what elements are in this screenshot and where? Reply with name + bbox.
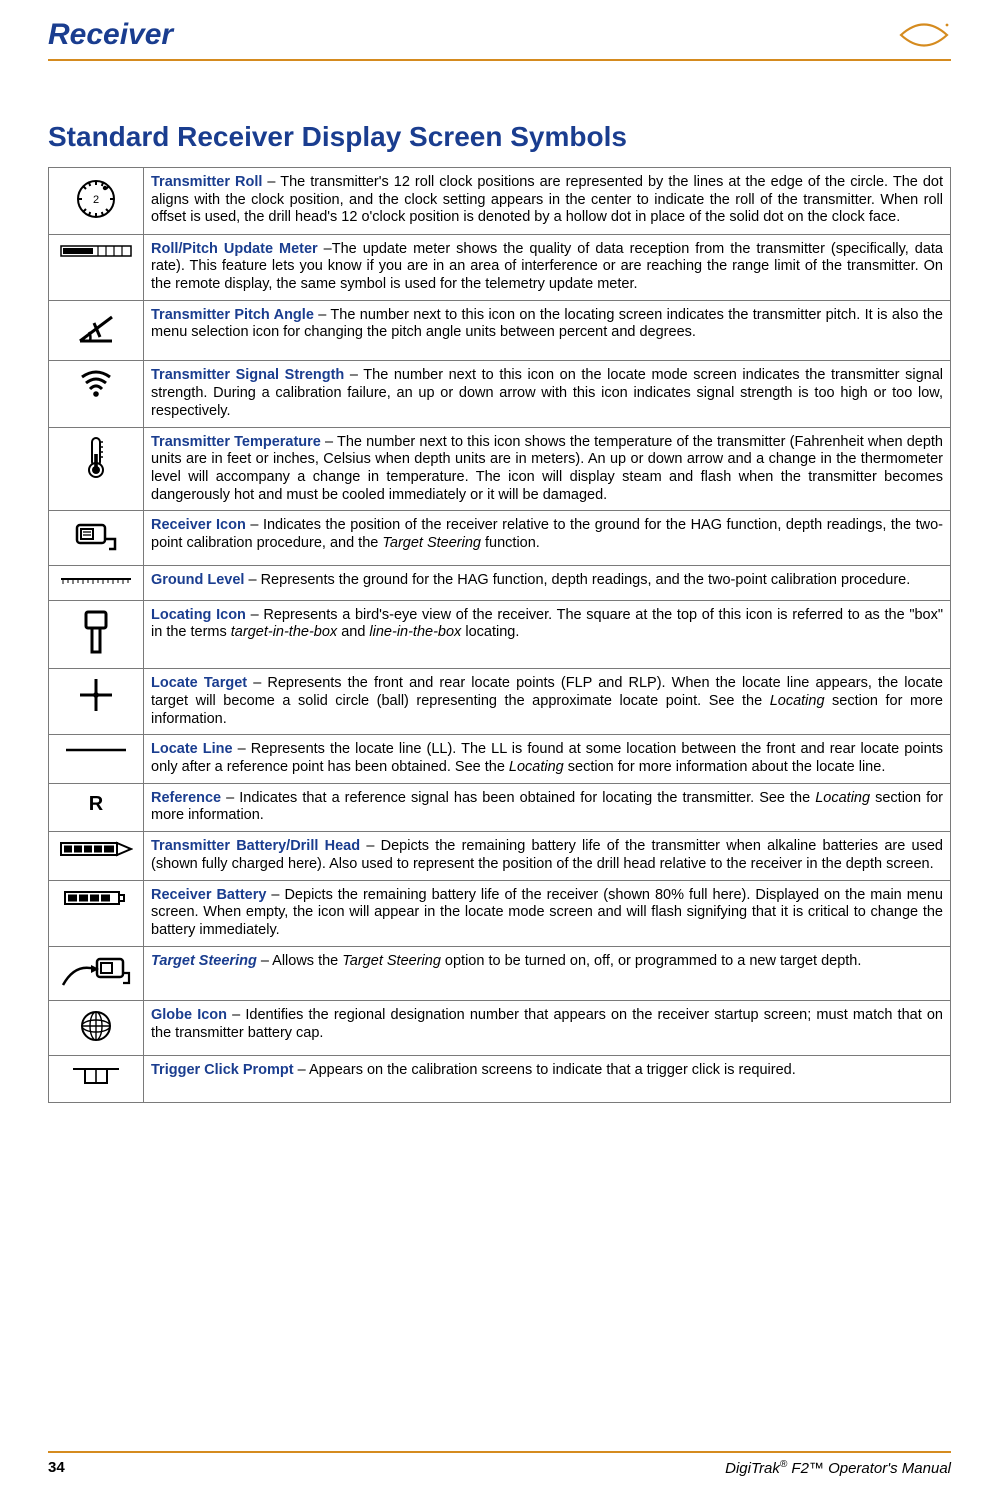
desc: – Indicates the position of the receiver…: [151, 517, 943, 551]
term: Transmitter Signal Strength: [151, 367, 344, 383]
table-row: Reference – Indicates that a reference s…: [144, 783, 951, 831]
dci-logo: [897, 20, 951, 55]
target-steering-icon: [49, 946, 144, 1001]
receiver-battery-icon: [49, 880, 144, 946]
desc-ital: target-in-the-box: [231, 624, 337, 640]
term: Trigger Click Prompt: [151, 1062, 294, 1078]
desc: – Depicts the remaining battery life of …: [151, 887, 943, 938]
term: Locate Line: [151, 741, 233, 757]
term: Transmitter Battery/Drill Head: [151, 838, 360, 854]
page-number: 34: [48, 1459, 65, 1477]
table-row: Receiver Icon – Indicates the position o…: [144, 511, 951, 566]
desc-ital: Locating: [509, 759, 564, 775]
table-row: Locate Target – Represents the front and…: [144, 669, 951, 735]
desc: option to be turned on, off, or programm…: [441, 953, 862, 969]
desc: – Identifies the regional designation nu…: [151, 1007, 943, 1041]
desc-ital: Locating: [770, 693, 825, 709]
locate-line-icon: [49, 735, 144, 783]
table-row: Roll/Pitch Update Meter –The update mete…: [144, 234, 951, 300]
page-title: Receiver: [48, 18, 173, 52]
globe-icon: [49, 1001, 144, 1056]
desc: – Indicates that a reference signal has …: [221, 790, 815, 806]
symbols-table: 2 Transmitter Roll – The transmitter's 1…: [48, 167, 951, 1103]
desc: function.: [481, 535, 540, 551]
desc-ital: line-in-the-box: [369, 624, 461, 640]
svg-text:2: 2: [93, 194, 99, 206]
signal-strength-icon: [49, 361, 144, 427]
thermometer-icon: [49, 427, 144, 511]
ground-level-icon: [49, 565, 144, 600]
term: Receiver Battery: [151, 887, 266, 903]
term: Locate Target: [151, 675, 247, 691]
term: Roll/Pitch Update Meter: [151, 241, 318, 257]
table-row: Locate Line – Represents the locate line…: [144, 735, 951, 783]
roll-clock-icon: 2: [49, 168, 144, 235]
table-row: Transmitter Pitch Angle – The number nex…: [144, 300, 951, 361]
desc: – Allows the: [257, 953, 342, 969]
locating-icon: [49, 600, 144, 669]
table-row: Transmitter Battery/Drill Head – Depicts…: [144, 832, 951, 880]
pitch-angle-icon: [49, 300, 144, 361]
term: Receiver Icon: [151, 517, 246, 533]
desc: – Represents the ground for the HAG func…: [244, 572, 910, 588]
desc: and: [337, 624, 369, 640]
reference-icon: R: [49, 783, 144, 831]
term: Target Steering: [151, 953, 257, 969]
desc: – The transmitter's 12 roll clock positi…: [151, 174, 943, 225]
locate-target-icon: [49, 669, 144, 735]
table-row: Locating Icon – Represents a bird's-eye …: [144, 600, 951, 669]
table-row: Target Steering – Allows the Target Stee…: [144, 946, 951, 1001]
table-row: Receiver Battery – Depicts the remaining…: [144, 880, 951, 946]
desc: locating.: [461, 624, 519, 640]
table-row: Trigger Click Prompt – Appears on the ca…: [144, 1055, 951, 1102]
table-row: Ground Level – Represents the ground for…: [144, 565, 951, 600]
desc: section for more information about the l…: [564, 759, 886, 775]
footer-rule: [48, 1451, 951, 1453]
desc-ital: Target Steering: [342, 953, 441, 969]
table-row: Transmitter Signal Strength – The number…: [144, 361, 951, 427]
term: Ground Level: [151, 572, 244, 588]
header-rule: [48, 59, 951, 61]
desc-ital: Target Steering: [382, 535, 481, 551]
footer: 34 DigiTrak® F2™ Operator's Manual: [48, 1451, 951, 1477]
table-row: Transmitter Roll – The transmitter's 12 …: [144, 168, 951, 235]
footer-product: DigiTrak® F2™ Operator's Manual: [725, 1459, 951, 1477]
update-meter-icon: [49, 234, 144, 300]
drill-head-battery-icon: [49, 832, 144, 880]
desc-ital: Locating: [815, 790, 870, 806]
trigger-click-icon: [49, 1055, 144, 1102]
table-row: Transmitter Temperature – The number nex…: [144, 427, 951, 511]
section-title: Standard Receiver Display Screen Symbols: [48, 121, 951, 153]
desc: – Appears on the calibration screens to …: [294, 1062, 796, 1078]
term: Locating Icon: [151, 607, 246, 623]
table-row: Globe Icon – Identifies the regional des…: [144, 1001, 951, 1056]
term: Transmitter Temperature: [151, 434, 321, 450]
term: Reference: [151, 790, 221, 806]
receiver-icon: [49, 511, 144, 566]
term: Transmitter Roll: [151, 174, 262, 190]
term: Transmitter Pitch Angle: [151, 307, 314, 323]
term: Globe Icon: [151, 1007, 227, 1023]
reference-letter: R: [89, 793, 103, 815]
